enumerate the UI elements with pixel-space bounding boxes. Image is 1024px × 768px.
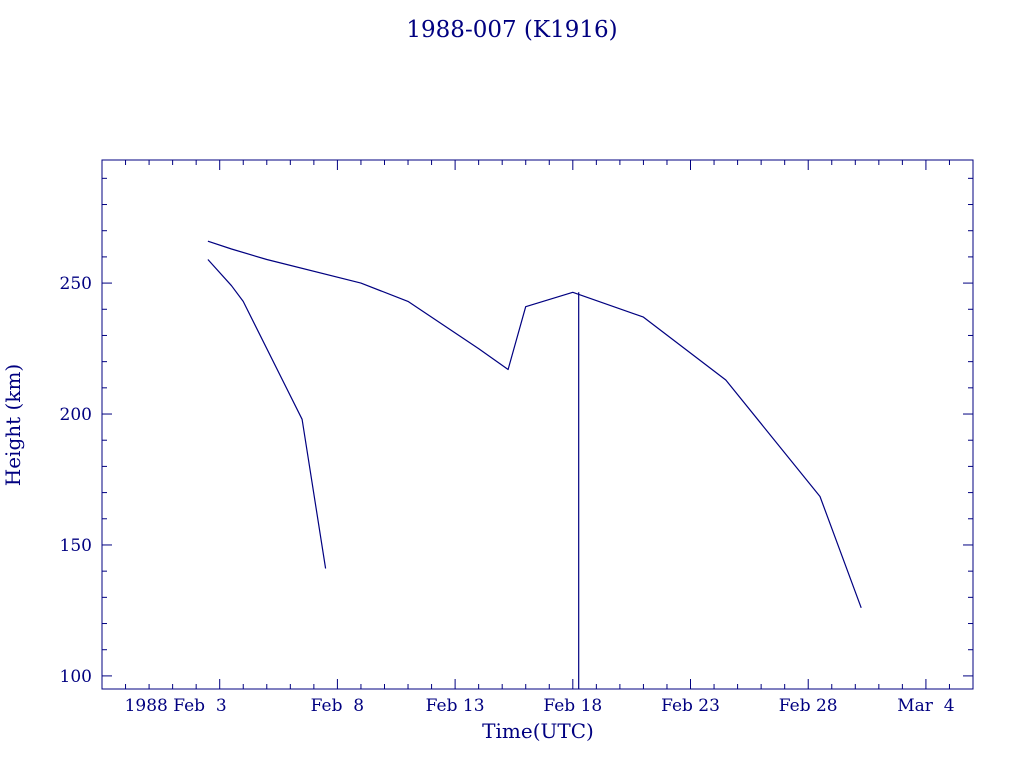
x-tick-label: Feb 28 — [779, 696, 838, 716]
y-tick-label: 100 — [60, 667, 92, 687]
y-axis-ticks: 100 150 200 250 — [60, 177, 973, 687]
x-axis-label: Time(UTC) — [482, 719, 594, 743]
series-line-2 — [207, 259, 327, 569]
plot-frame — [101, 159, 974, 690]
y-axis-label: Height (km) — [1, 364, 25, 486]
series-line-1 — [207, 240, 862, 609]
y-tick-label: 200 — [60, 405, 92, 425]
x-axis-ticks: 1988 Feb 3 Feb 8 Feb 13 Feb 18 Feb 23 Feb 28 M… — [101, 160, 974, 716]
x-tick-label: Mar 4 — [897, 696, 954, 716]
x-tick-label: Feb 13 — [426, 696, 485, 716]
x-tick-label: Feb 8 — [311, 696, 364, 716]
y-tick-label: 250 — [60, 274, 92, 294]
x-tick-label: 1988 Feb 3 — [125, 696, 227, 716]
x-tick-label: Feb 23 — [661, 696, 720, 716]
chart-title: 1988-007 (K1916) — [406, 17, 617, 43]
series-layer — [207, 240, 862, 689]
x-tick-label: Feb 18 — [543, 696, 602, 716]
y-tick-label: 150 — [60, 536, 92, 556]
